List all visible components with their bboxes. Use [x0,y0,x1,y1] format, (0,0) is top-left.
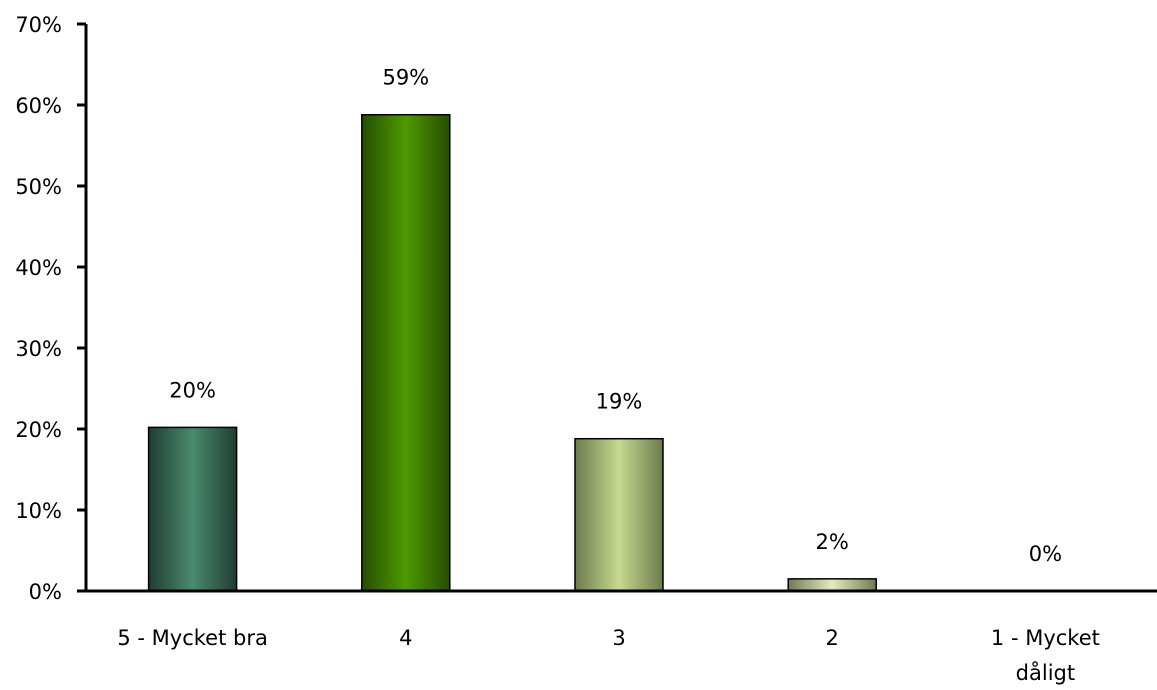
x-category-label: 4 [399,626,412,650]
y-tick-label: 20% [15,418,62,442]
x-category-label: 1 - Mycket [991,626,1100,650]
bars [147,113,877,592]
data-label: 0% [1029,542,1062,566]
y-axis: 0% 10% 20% 30% 40% 50% 60% 70% [15,13,88,604]
data-labels: 20% 59% 19% 2% 0% [169,66,1062,566]
data-label: 2% [816,530,849,554]
x-category-label: 2 [826,626,839,650]
bar [574,437,664,592]
y-tick-label: 60% [15,94,62,118]
data-label: 19% [596,390,643,414]
y-tick-label: 50% [15,175,62,199]
y-tick-label: 30% [15,337,62,361]
y-tick-label: 40% [15,256,62,280]
bar [361,113,451,592]
x-category-label: dåligt [1016,660,1075,685]
x-category-label: 3 [612,626,625,650]
y-tick-label: 0% [29,580,62,604]
x-axis: 5 - Mycket bra 4 3 2 1 - Mycket dåligt [86,589,1157,685]
bar [147,426,238,592]
x-category-label: 5 - Mycket bra [117,626,267,650]
data-label: 59% [382,66,429,90]
y-tick-label: 70% [15,13,62,37]
data-label: 20% [169,378,216,402]
y-tick-label: 10% [15,499,62,523]
bar [787,578,877,592]
